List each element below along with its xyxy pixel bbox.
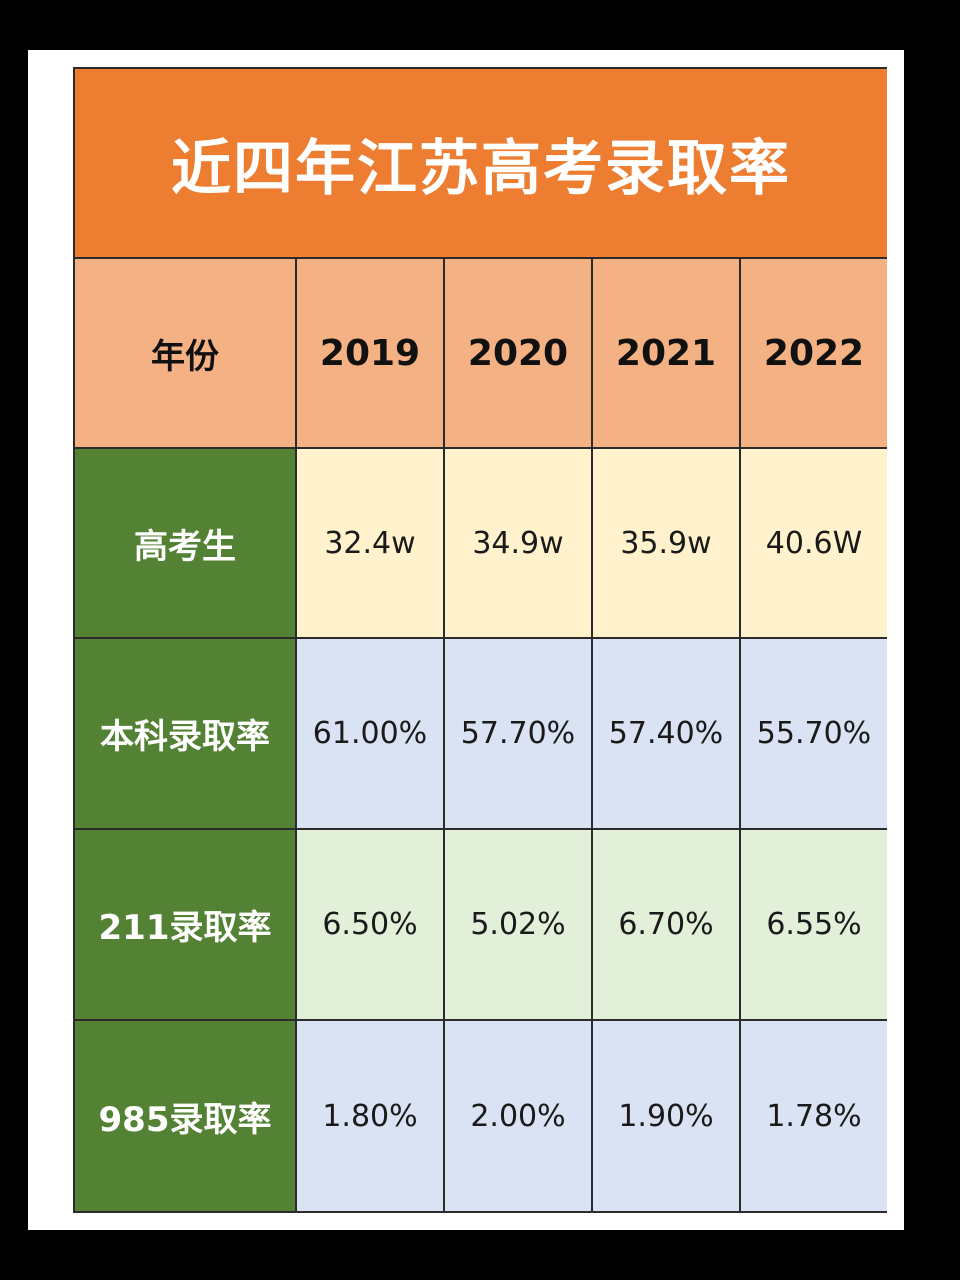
table-cell: 6.55% xyxy=(741,830,887,1021)
table-cell: 1.80% xyxy=(297,1021,445,1211)
table-cell: 34.9w xyxy=(445,449,593,639)
table-cell: 6.50% xyxy=(297,830,445,1021)
header-year-2021: 2021 xyxy=(593,259,741,449)
table-cell: 55.70% xyxy=(741,639,887,830)
table-cell: 32.4w xyxy=(297,449,445,639)
row-label-985-rate: 985录取率 xyxy=(75,1021,297,1211)
table-cell: 57.70% xyxy=(445,639,593,830)
table-cell: 35.9w xyxy=(593,449,741,639)
header-year-label: 年份 xyxy=(75,259,297,449)
header-year-2019: 2019 xyxy=(297,259,445,449)
table-cell: 6.70% xyxy=(593,830,741,1021)
table-cell: 57.40% xyxy=(593,639,741,830)
table-cell: 5.02% xyxy=(445,830,593,1021)
table-cell: 1.90% xyxy=(593,1021,741,1211)
admission-rate-table: 近四年江苏高考录取率 年份 2019 2020 2021 2022 高考生 32… xyxy=(73,67,887,1213)
row-label-bachelor-rate: 本科录取率 xyxy=(75,639,297,830)
table-title: 近四年江苏高考录取率 xyxy=(75,69,887,259)
header-year-2020: 2020 xyxy=(445,259,593,449)
table-cell: 61.00% xyxy=(297,639,445,830)
table-cell: 2.00% xyxy=(445,1021,593,1211)
header-year-2022: 2022 xyxy=(741,259,887,449)
row-label-211-rate: 211录取率 xyxy=(75,830,297,1021)
table-cell: 1.78% xyxy=(741,1021,887,1211)
row-label-candidates: 高考生 xyxy=(75,449,297,639)
table-cell: 40.6W xyxy=(741,449,887,639)
